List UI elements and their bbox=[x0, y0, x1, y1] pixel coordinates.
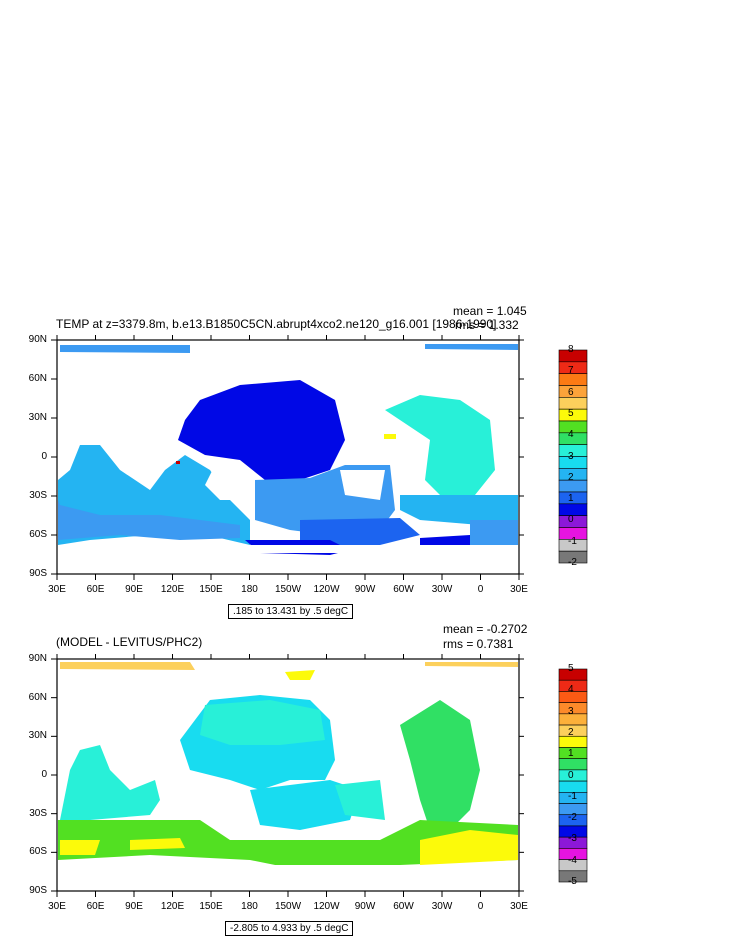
labelbar-label: -1 bbox=[568, 535, 577, 547]
lat-tick-label: 0 bbox=[41, 769, 47, 780]
lon-tick-label: 150W bbox=[274, 901, 302, 912]
labelbar-label: -5 bbox=[568, 876, 577, 887]
lat-tick-label: 0 bbox=[41, 451, 47, 462]
lon-tick-label: 30E bbox=[48, 901, 66, 912]
labelbar-label: 6 bbox=[568, 386, 574, 398]
lon-tick-label: 180 bbox=[241, 901, 258, 912]
lon-tick-label: 90W bbox=[354, 584, 376, 595]
lon-tick-label: 60E bbox=[86, 584, 105, 595]
top-axis-ticks bbox=[51, 335, 524, 580]
lon-tick-label: 0 bbox=[477, 901, 484, 912]
labelbar-label: -3 bbox=[568, 833, 577, 845]
lon-tick-label: 120E bbox=[160, 901, 185, 912]
ocean-fields-bottom bbox=[58, 662, 518, 872]
top-map-title: TEMP at z=3379.8m, b.e13.B1850C5CN.abrup… bbox=[56, 317, 497, 331]
labelbar-label: 5 bbox=[568, 663, 574, 674]
labelbar-label: 0 bbox=[568, 769, 574, 781]
lon-tick-label: 120W bbox=[313, 901, 340, 912]
labelbar-label: -2 bbox=[568, 557, 577, 568]
lon-tick-label: 60W bbox=[393, 901, 414, 912]
labelbar-label: 7 bbox=[568, 365, 574, 377]
lat-tick-label: 60N bbox=[28, 691, 47, 703]
labelbar-label: 0 bbox=[568, 514, 574, 526]
labelbar-label: -2 bbox=[568, 812, 577, 824]
labelbar-label: 2 bbox=[568, 726, 574, 738]
lon-tick-label: 120E bbox=[160, 584, 185, 595]
labelbar-label: 8 bbox=[568, 344, 574, 355]
top-mean-label: mean = 1.045 bbox=[453, 304, 527, 318]
lon-tick-label: 30E bbox=[510, 584, 528, 595]
top-map-canvas bbox=[51, 335, 588, 580]
bottom-map-title: (MODEL - LEVITUS/PHC2) bbox=[56, 635, 203, 649]
lat-tick-label: 30S bbox=[29, 807, 47, 819]
lon-tick-label: 150E bbox=[199, 584, 223, 595]
lon-tick-label: 0 bbox=[477, 584, 484, 595]
ocean-fields-top bbox=[58, 344, 518, 555]
lat-tick-label: 90S bbox=[29, 568, 47, 579]
bottom-labelbar bbox=[558, 668, 588, 883]
lon-tick-label: 30E bbox=[510, 901, 528, 912]
lat-tick-label: 90N bbox=[28, 334, 47, 345]
lat-tick-label: 30N bbox=[28, 730, 47, 742]
lat-tick-label: 60N bbox=[28, 373, 47, 384]
labelbar-label: 4 bbox=[568, 429, 574, 441]
lon-tick-label: 30W bbox=[431, 901, 453, 912]
labelbar-label: 1 bbox=[568, 748, 574, 760]
labelbar-label: -4 bbox=[568, 854, 577, 866]
labelbar-swatch bbox=[558, 870, 588, 883]
labelbar-swatch bbox=[558, 735, 588, 748]
top-rms-label: rms = 1.332 bbox=[455, 318, 519, 332]
lon-tick-label: 180 bbox=[241, 584, 258, 595]
lat-tick-label: 60S bbox=[29, 529, 47, 540]
lat-tick-label: 60S bbox=[29, 846, 47, 858]
labelbar-swatch bbox=[558, 550, 588, 564]
lat-tick-label: 30N bbox=[28, 412, 47, 423]
lon-tick-label: 60E bbox=[86, 901, 105, 912]
lon-tick-label: 30W bbox=[431, 584, 453, 595]
lon-tick-label: 90E bbox=[125, 584, 143, 595]
labelbar-label: 4 bbox=[568, 684, 574, 696]
labelbar-label: -1 bbox=[568, 790, 577, 802]
labelbar-label: 5 bbox=[568, 407, 574, 419]
lon-tick-label: 90E bbox=[125, 901, 143, 912]
labelbar-label: 1 bbox=[568, 493, 574, 505]
lon-tick-label: 90W bbox=[354, 901, 376, 912]
lon-tick-label: 150E bbox=[199, 901, 223, 912]
lat-tick-label: 30S bbox=[29, 490, 47, 501]
bottom-mean-label: mean = -0.2702 bbox=[443, 622, 528, 636]
top-contour-range: .185 to 13.431 by .5 degC bbox=[228, 604, 354, 619]
labelbar-label: 3 bbox=[568, 450, 574, 462]
labelbar-label: 2 bbox=[568, 471, 574, 483]
labelbar-label: 3 bbox=[568, 705, 574, 717]
lon-tick-label: 150W bbox=[274, 584, 302, 595]
bottom-rms-label: rms = 0.7381 bbox=[443, 637, 514, 651]
lon-tick-label: 60W bbox=[393, 584, 414, 595]
lon-tick-label: 120W bbox=[313, 584, 340, 595]
top-labelbar bbox=[558, 349, 588, 564]
bottom-axis-ticks bbox=[51, 654, 524, 897]
lat-tick-label: 90S bbox=[29, 885, 47, 896]
bottom-contour-range: -2.805 to 4.933 by .5 degC bbox=[225, 921, 354, 936]
lon-tick-label: 30E bbox=[48, 584, 66, 595]
lat-tick-label: 90N bbox=[28, 653, 47, 664]
top-map-panel: mean = 1.045 TEMP at z=3379.8m, b.e13.B1… bbox=[28, 304, 588, 619]
labelbar-swatch bbox=[558, 758, 588, 771]
